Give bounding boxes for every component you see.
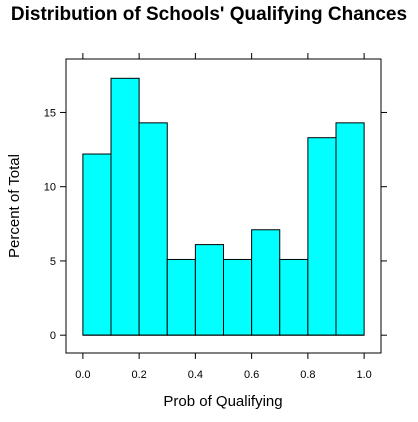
histogram-bar-1: [110, 77, 140, 336]
y-tick-label-0: 0: [50, 330, 56, 342]
x-tick-label-1: 0.2: [131, 369, 146, 381]
y-tick-label-3: 15: [44, 107, 56, 119]
chart-title: Distribution of Schools' Qualifying Chan…: [10, 4, 408, 25]
y-tick-label-1: 5: [50, 256, 56, 268]
plot-frame: [65, 58, 382, 354]
x-axis-ticks: 0.0 0.2 0.4 0.6 0.8 1.0: [75, 53, 372, 381]
histogram-bar-4: [194, 244, 224, 336]
y-tick-label-2: 10: [44, 182, 56, 194]
y-axis-ticks: 0 5 10 15: [44, 107, 387, 342]
histogram-bar-5: [223, 258, 253, 336]
x-tick-label-3: 0.6: [244, 369, 259, 381]
histogram-bar-8: [307, 137, 337, 336]
x-tick-label-4: 0.8: [300, 369, 315, 381]
histogram-bar-7: [279, 258, 309, 336]
x-tick-label-0: 0.0: [75, 369, 90, 381]
histogram-bar-9: [335, 122, 365, 336]
histogram-bar-6: [251, 229, 281, 336]
histogram-bar-2: [138, 122, 168, 336]
histogram-bar-0: [82, 153, 112, 336]
x-axis-label: Prob of Qualifying: [163, 393, 282, 410]
bars-group: [82, 77, 365, 336]
x-tick-label-5: 1.0: [356, 369, 371, 381]
histogram-bar-3: [166, 258, 196, 336]
x-tick-label-2: 0.4: [188, 369, 203, 381]
y-axis-label: Percent of Total: [6, 154, 23, 258]
